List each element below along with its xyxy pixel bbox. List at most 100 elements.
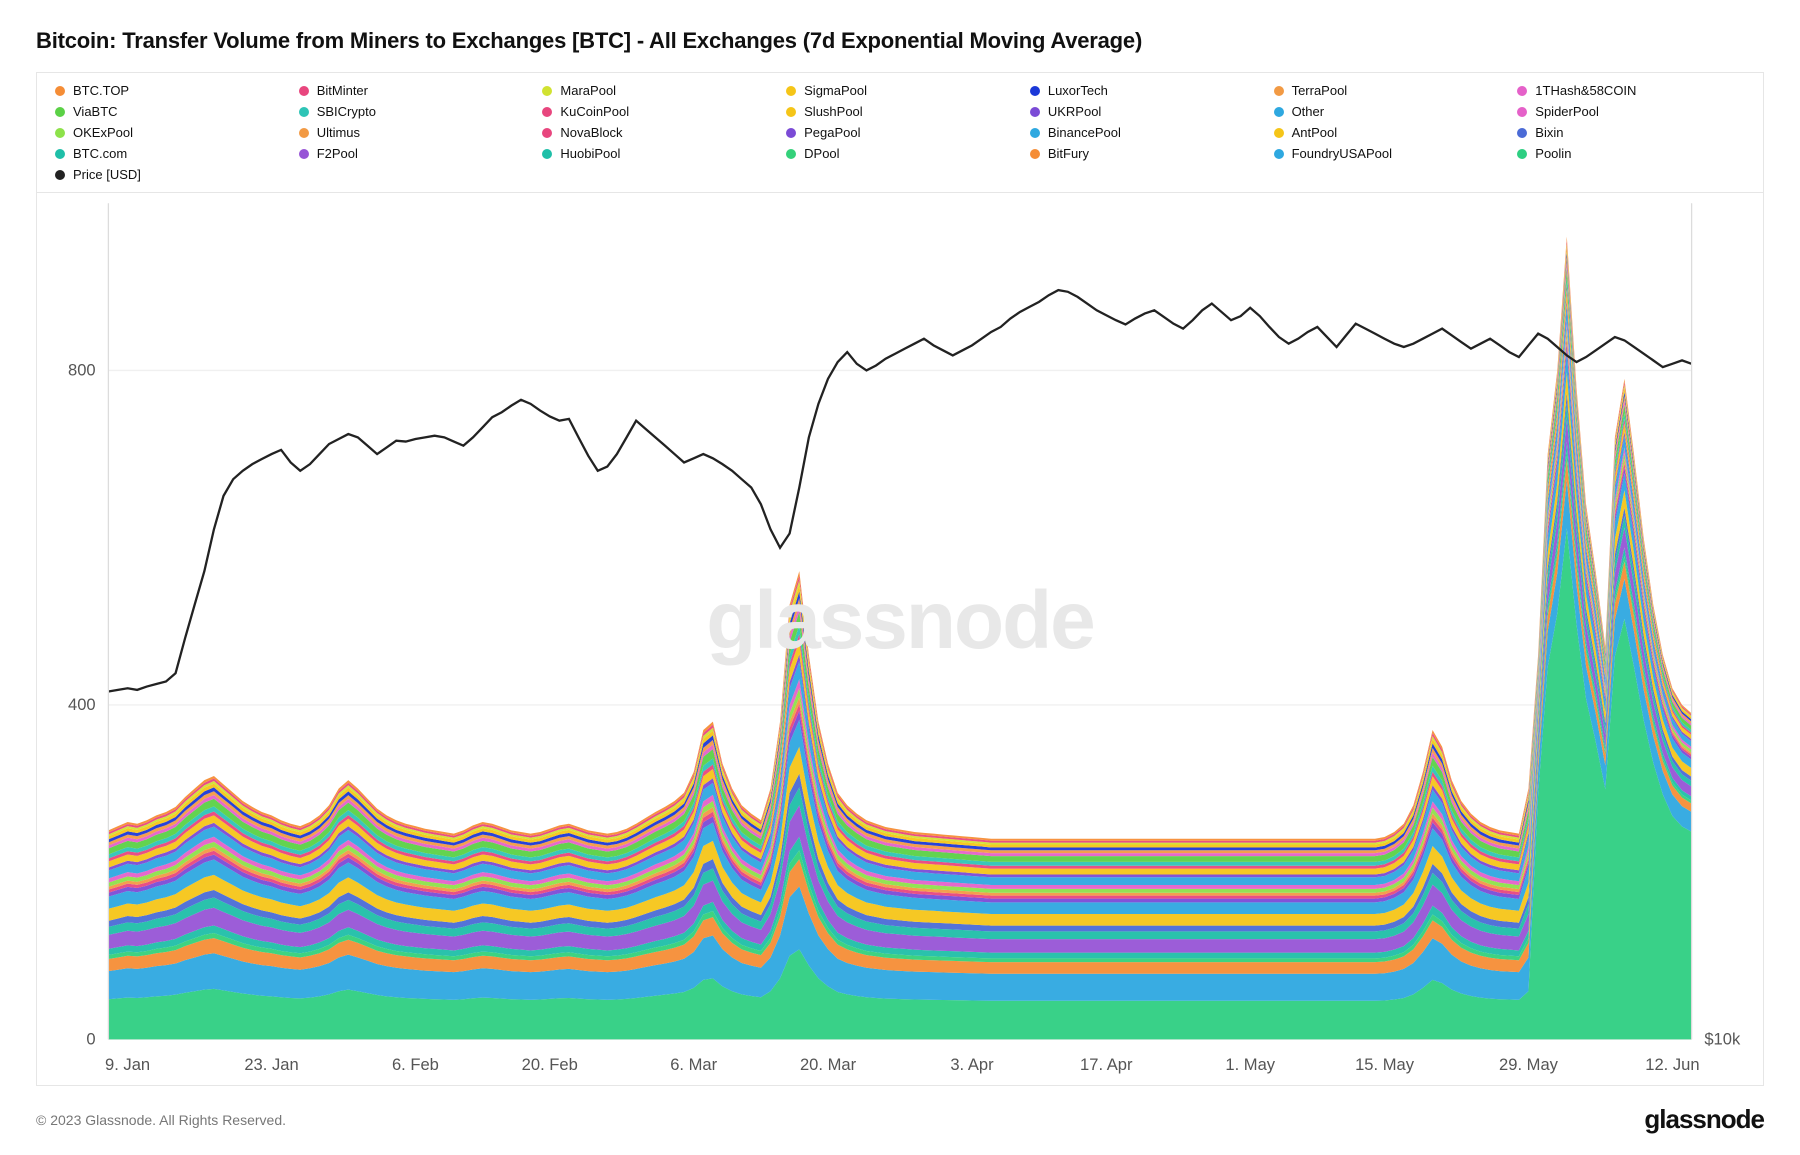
- legend-item[interactable]: FoundryUSAPool: [1274, 146, 1502, 161]
- legend-swatch: [1030, 149, 1040, 159]
- legend-label: BinancePool: [1048, 125, 1121, 140]
- legend-item[interactable]: TerraPool: [1274, 83, 1502, 98]
- svg-text:20. Feb: 20. Feb: [522, 1055, 578, 1074]
- area-KuCoinPool: [108, 285, 1691, 868]
- svg-text:800: 800: [68, 361, 96, 380]
- legend-label: ViaBTC: [73, 104, 118, 119]
- legend-swatch: [1274, 86, 1284, 96]
- legend: BTC.TOP BitMinter MaraPool SigmaPool LuxorTe…: [37, 73, 1763, 193]
- svg-text:1. May: 1. May: [1225, 1055, 1275, 1074]
- legend-swatch: [786, 86, 796, 96]
- legend-label: BTC.TOP: [73, 83, 129, 98]
- legend-label: 1THash&58COIN: [1535, 83, 1636, 98]
- legend-item[interactable]: DPool: [786, 146, 1014, 161]
- area-LuxorTech: [108, 252, 1691, 850]
- legend-item[interactable]: SpiderPool: [1517, 104, 1745, 119]
- legend-label: MaraPool: [560, 83, 616, 98]
- legend-label: FoundryUSAPool: [1292, 146, 1392, 161]
- legend-item[interactable]: Poolin: [1517, 146, 1745, 161]
- legend-item[interactable]: AntPool: [1274, 125, 1502, 140]
- legend-label: UKRPool: [1048, 104, 1101, 119]
- legend-swatch: [55, 86, 65, 96]
- legend-item[interactable]: 1THash&58COIN: [1517, 83, 1745, 98]
- legend-swatch: [1030, 86, 1040, 96]
- legend-swatch: [55, 149, 65, 159]
- brand-logo: glassnode: [1644, 1104, 1764, 1135]
- plot-area: glassnode 0400800$10k9. Jan23. Jan6. Feb…: [37, 193, 1763, 1085]
- legend-swatch: [1274, 128, 1284, 138]
- legend-label: Poolin: [1535, 146, 1571, 161]
- legend-item[interactable]: KuCoinPool: [542, 104, 770, 119]
- legend-item[interactable]: PegaPool: [786, 125, 1014, 140]
- legend-label: SigmaPool: [804, 83, 867, 98]
- legend-label: Other: [1292, 104, 1325, 119]
- legend-item[interactable]: SigmaPool: [786, 83, 1014, 98]
- legend-label: Ultimus: [317, 125, 360, 140]
- legend-item[interactable]: BitFury: [1030, 146, 1258, 161]
- legend-label: SpiderPool: [1535, 104, 1599, 119]
- legend-item[interactable]: Bixin: [1517, 125, 1745, 140]
- legend-swatch: [55, 107, 65, 117]
- legend-swatch: [786, 128, 796, 138]
- legend-swatch: [55, 170, 65, 180]
- chart-svg: 0400800$10k9. Jan23. Jan6. Feb20. Feb6. …: [37, 193, 1763, 1085]
- legend-swatch: [299, 86, 309, 96]
- svg-text:29. May: 29. May: [1499, 1055, 1559, 1074]
- area-BitMinter: [108, 240, 1691, 842]
- legend-swatch: [542, 86, 552, 96]
- legend-swatch: [1030, 128, 1040, 138]
- legend-swatch: [1274, 107, 1284, 117]
- legend-swatch: [1030, 107, 1040, 117]
- legend-label: LuxorTech: [1048, 83, 1108, 98]
- legend-item[interactable]: UKRPool: [1030, 104, 1258, 119]
- svg-text:23. Jan: 23. Jan: [244, 1055, 298, 1074]
- svg-text:12. Jun: 12. Jun: [1645, 1055, 1699, 1074]
- legend-label: DPool: [804, 146, 839, 161]
- legend-swatch: [1517, 107, 1527, 117]
- copyright: © 2023 Glassnode. All Rights Reserved.: [36, 1112, 286, 1128]
- area-TerraPool: [108, 258, 1691, 854]
- legend-item[interactable]: HuobiPool: [542, 146, 770, 161]
- svg-text:400: 400: [68, 695, 96, 714]
- legend-swatch: [299, 128, 309, 138]
- legend-item[interactable]: BTC.TOP: [55, 83, 283, 98]
- footer: © 2023 Glassnode. All Rights Reserved. g…: [36, 1104, 1764, 1135]
- area-BTC.TOP: [108, 237, 1691, 841]
- legend-item[interactable]: Other: [1274, 104, 1502, 119]
- svg-text:$10k: $10k: [1704, 1030, 1741, 1049]
- svg-text:15. May: 15. May: [1355, 1055, 1415, 1074]
- legend-swatch: [299, 149, 309, 159]
- legend-swatch: [542, 149, 552, 159]
- legend-item[interactable]: F2Pool: [299, 146, 527, 161]
- legend-item[interactable]: SBICrypto: [299, 104, 527, 119]
- legend-label: BitFury: [1048, 146, 1089, 161]
- legend-item[interactable]: NovaBlock: [542, 125, 770, 140]
- legend-swatch: [299, 107, 309, 117]
- legend-item[interactable]: LuxorTech: [1030, 83, 1258, 98]
- legend-swatch: [786, 107, 796, 117]
- legend-label: SlushPool: [804, 104, 863, 119]
- price-line: [108, 290, 1691, 691]
- legend-label: OKExPool: [73, 125, 133, 140]
- legend-item[interactable]: Ultimus: [299, 125, 527, 140]
- legend-item[interactable]: SlushPool: [786, 104, 1014, 119]
- svg-text:20. Mar: 20. Mar: [800, 1055, 857, 1074]
- legend-label: AntPool: [1292, 125, 1338, 140]
- legend-item[interactable]: BTC.com: [55, 146, 283, 161]
- svg-text:0: 0: [86, 1030, 95, 1049]
- legend-label: KuCoinPool: [560, 104, 629, 119]
- legend-item[interactable]: MaraPool: [542, 83, 770, 98]
- legend-swatch: [1517, 149, 1527, 159]
- legend-label: Bixin: [1535, 125, 1563, 140]
- legend-swatch: [1274, 149, 1284, 159]
- area-MaraPool: [108, 244, 1691, 845]
- legend-item[interactable]: BitMinter: [299, 83, 527, 98]
- legend-item[interactable]: BinancePool: [1030, 125, 1258, 140]
- legend-item[interactable]: OKExPool: [55, 125, 283, 140]
- legend-item[interactable]: ViaBTC: [55, 104, 283, 119]
- legend-label: BitMinter: [317, 83, 368, 98]
- area-ViaBTC: [108, 268, 1691, 862]
- legend-swatch: [542, 107, 552, 117]
- legend-label: TerraPool: [1292, 83, 1348, 98]
- legend-item[interactable]: Price [USD]: [55, 167, 283, 182]
